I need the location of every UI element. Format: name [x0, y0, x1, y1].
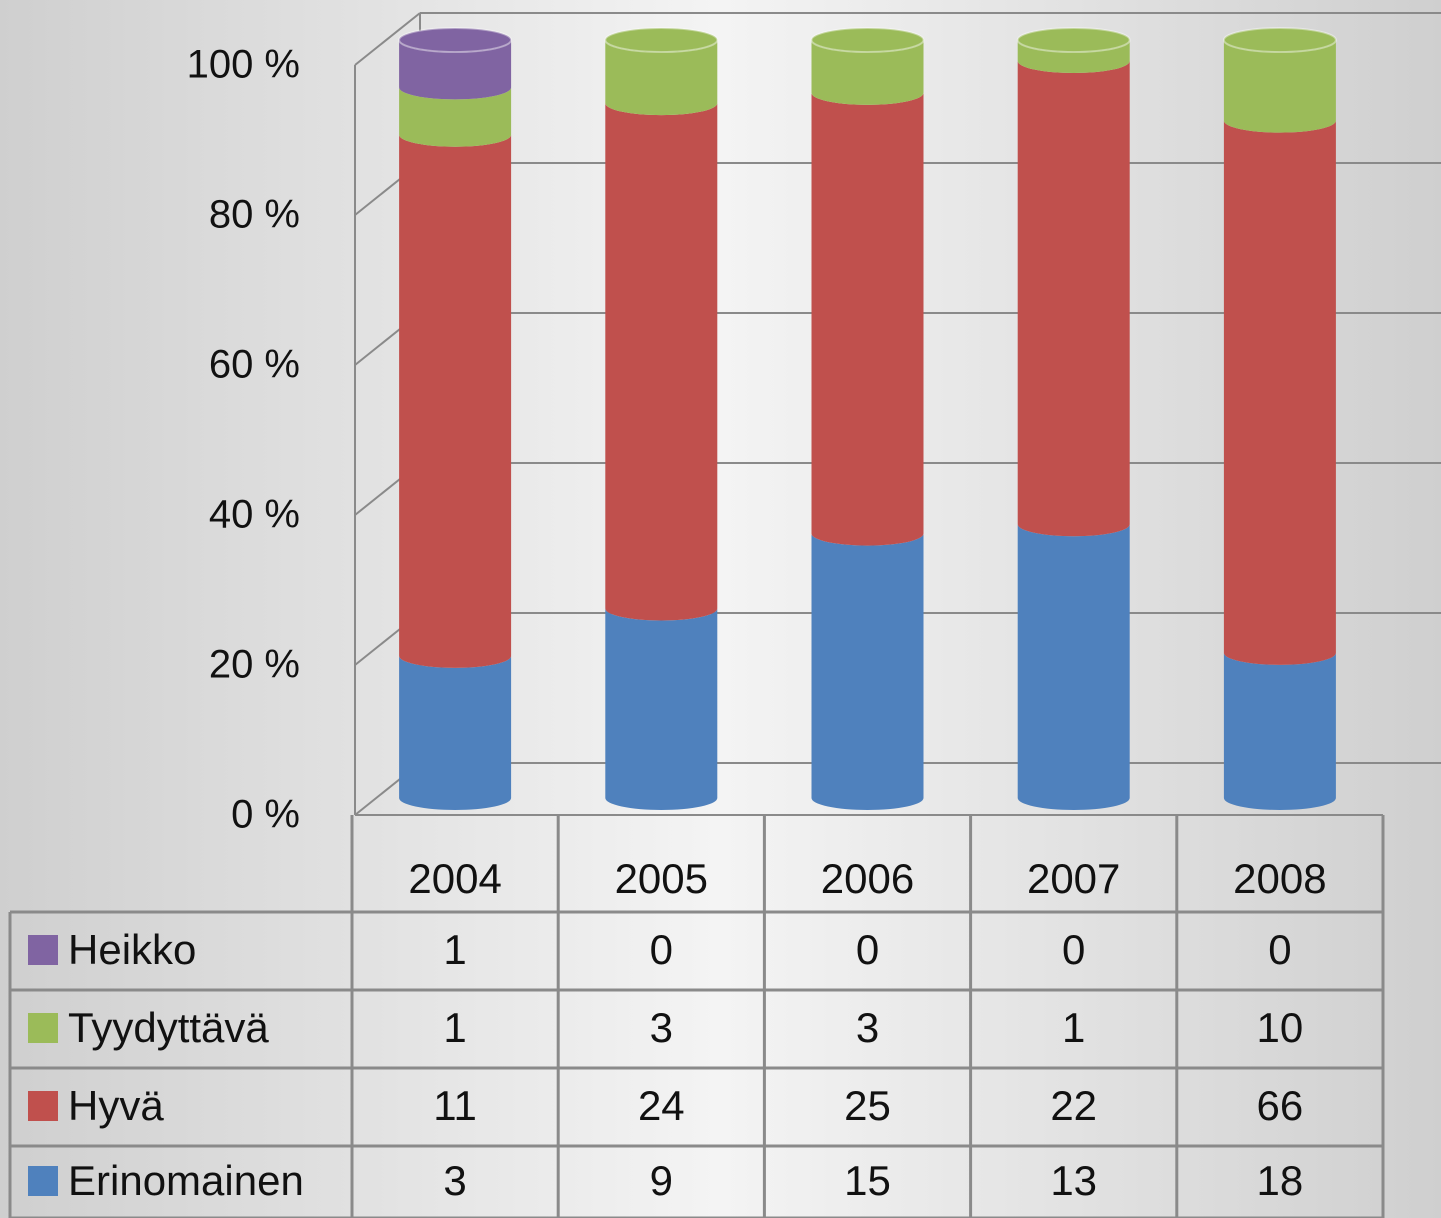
cylinder-segment: [605, 103, 718, 621]
table-value: 1: [443, 926, 466, 973]
table-value: 3: [443, 1157, 466, 1204]
grid-line: [354, 12, 421, 66]
table-value: 24: [638, 1082, 685, 1129]
legend-label: Heikko: [68, 926, 196, 973]
cylinder-segment: [399, 655, 512, 810]
table-value: 11: [433, 1082, 477, 1129]
table-value: 13: [1050, 1157, 1097, 1204]
cylinder-top: [398, 27, 513, 53]
legend-swatch: [28, 1091, 58, 1121]
legend-label: Tyydyttävä: [68, 1004, 269, 1051]
cylinder-segment: [399, 40, 512, 100]
table-value: 18: [1257, 1157, 1304, 1204]
y-tick-label: 100 %: [187, 43, 300, 87]
table-value: 10: [1257, 1004, 1304, 1051]
y-tick-label: 0 %: [231, 793, 300, 837]
x-tick-label: 2005: [615, 855, 708, 902]
legend-label: Hyvä: [68, 1082, 164, 1129]
table-value: 1: [443, 1004, 466, 1051]
cylinder-segment: [811, 533, 924, 810]
table-value: 25: [844, 1082, 891, 1129]
table-value: 0: [1062, 926, 1085, 973]
y-tick-label: 40 %: [209, 493, 300, 537]
x-tick-label: 2006: [821, 855, 914, 902]
cylinder-segment: [399, 87, 512, 147]
table-value: 0: [856, 926, 879, 973]
cylinder-segment: [1017, 61, 1130, 537]
cylinder-segment: [811, 40, 924, 105]
cylinder-segment: [1223, 120, 1336, 665]
x-tick-label: 2007: [1027, 855, 1120, 902]
cylinder-top: [1016, 27, 1131, 53]
x-tick-label: 2008: [1233, 855, 1326, 902]
table-value: 15: [844, 1157, 891, 1204]
legend-swatch: [28, 1013, 58, 1043]
cylinder-segment: [605, 608, 718, 810]
legend-swatch: [28, 1166, 58, 1196]
cylinder-segment: [1017, 524, 1130, 810]
cylinder-segment: [605, 40, 718, 116]
table-value: 0: [650, 926, 673, 973]
legend-label: Erinomainen: [68, 1157, 304, 1204]
table-value: 3: [856, 1004, 879, 1051]
y-tick-label: 20 %: [209, 643, 300, 687]
x-tick-label: 2004: [408, 855, 501, 902]
legend-swatch: [28, 935, 58, 965]
cylinder-segment: [1223, 40, 1336, 133]
table-value: 22: [1050, 1082, 1097, 1129]
table-value: 66: [1257, 1082, 1304, 1129]
table-value: 0: [1268, 926, 1291, 973]
table-value: 9: [650, 1157, 673, 1204]
cylinder-segment: [811, 92, 924, 546]
cylinder-top: [604, 27, 719, 53]
cylinder-top: [1222, 27, 1337, 53]
cylinder-top: [810, 27, 925, 53]
cylinder-segment: [399, 134, 512, 668]
y-tick-label: 60 %: [209, 343, 300, 387]
table-value: 1: [1062, 1004, 1085, 1051]
cylinder-segment: [1017, 40, 1130, 74]
y-tick-label: 80 %: [209, 193, 300, 237]
table-value: 3: [650, 1004, 673, 1051]
cylinder-segment: [1223, 652, 1336, 810]
